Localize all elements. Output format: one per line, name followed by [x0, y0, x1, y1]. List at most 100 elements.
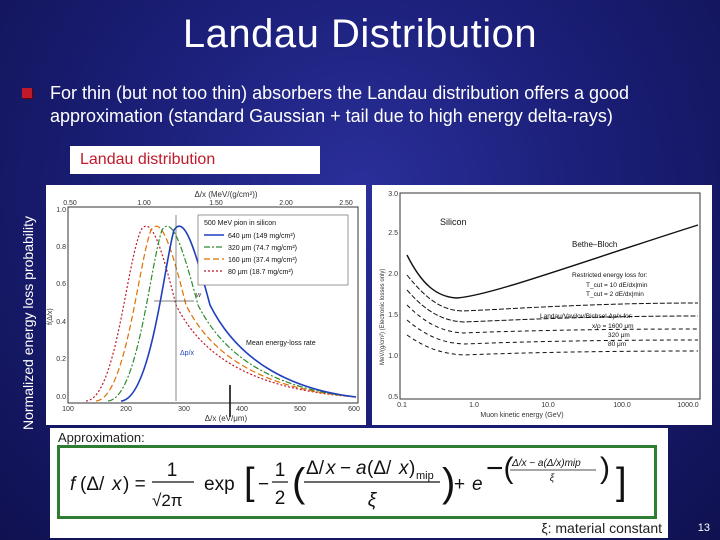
restricted-2: T_cut = 2 dE/dx|min: [586, 291, 644, 298]
y-axis-label: MeV/(g/cm²) (Electronic losses only): [380, 269, 386, 365]
x-tick: 1.0: [469, 402, 479, 409]
svg-text:x: x: [111, 474, 123, 495]
material-label: Silicon: [440, 217, 467, 227]
y-tick: 0.0: [56, 394, 66, 401]
bottom-tick: 500: [294, 406, 306, 413]
svg-text:f: f: [70, 474, 77, 495]
y-tick: 0.6: [56, 281, 66, 288]
landau-80-curve: [406, 334, 699, 356]
restricted-10-curve: [406, 274, 699, 312]
landau-title: Landau/Vavilov/Bichsel Δp/x for:: [540, 313, 633, 320]
svg-text:(Δ/: (Δ/: [80, 474, 105, 495]
top-tick: 2.00: [279, 200, 293, 207]
svg-text:): ): [600, 452, 610, 485]
landau-1: x/ρ = 1600 μm: [592, 323, 634, 330]
svg-text:(: (: [292, 461, 306, 505]
bottom-axis-label: Δ/x (eV/μm): [205, 414, 248, 423]
legend-entry: 320 μm (74.7 mg/cm²): [228, 245, 297, 252]
svg-text:): ): [442, 461, 455, 505]
x-tick: 0.1: [397, 402, 407, 409]
svg-text:Δ/: Δ/: [306, 458, 325, 479]
slide-title: Landau Distribution: [182, 12, 538, 56]
y-tick: 0.8: [56, 244, 66, 251]
bethe-bloch-label: Bethe–Bloch: [572, 240, 617, 249]
curve-640um: [120, 225, 357, 402]
svg-text:1: 1: [167, 460, 178, 481]
top-tick: 1.50: [209, 200, 223, 207]
bottom-tick: 400: [236, 406, 248, 413]
legend-entry: 640 μm (149 mg/cm²): [228, 233, 295, 240]
svg-text:1: 1: [275, 460, 286, 481]
svg-text:ξ: ξ: [550, 473, 555, 484]
svg-text:−: −: [258, 474, 269, 495]
landau-3: 80 μm: [608, 341, 626, 348]
landau-formula: f (Δ/ x ) = 1 √2π exp [ − 1 2 ( Δ/ x − a…: [57, 445, 657, 519]
svg-text:e: e: [472, 474, 483, 495]
x-tick: 100.0: [613, 402, 631, 409]
bottom-tick: 200: [120, 406, 132, 413]
y-axis-caption: Normalized energy loss probability: [20, 216, 36, 430]
svg-text:): ): [409, 458, 415, 479]
bottom-tick: 600: [348, 406, 360, 413]
svg-text:exp: exp: [204, 474, 235, 495]
y-tick: 1.0: [388, 353, 398, 360]
svg-text:x: x: [398, 458, 410, 479]
bullet-text: For thin (but not too thin) absorbers th…: [50, 83, 630, 126]
landau-1600-curve: [406, 304, 699, 334]
svg-text:−: −: [340, 458, 351, 479]
top-tick: 1.00: [137, 200, 151, 207]
annotation-mean: Mean energy-loss rate: [246, 340, 316, 347]
top-tick: 2.50: [339, 200, 353, 207]
y-tick: 0.2: [56, 356, 66, 363]
top-tick: 0.50: [63, 200, 77, 207]
y-tick: 2.0: [388, 271, 398, 278]
bottom-tick: 300: [178, 406, 190, 413]
x-tick: 1000.0: [677, 402, 699, 409]
y-tick: 1.0: [56, 207, 66, 214]
svg-text:Δ/x − a(Δ/x)mip: Δ/x − a(Δ/x)mip: [511, 458, 581, 469]
annotation-w: w: [196, 292, 202, 299]
page-number: 13: [697, 522, 710, 534]
svg-text:[: [: [244, 461, 255, 503]
y-axis-label: f(Δ/x): [47, 308, 54, 325]
annotation-dp: Δp/x: [180, 350, 195, 357]
legend-entry: 160 μm (37.4 mg/cm²): [228, 257, 297, 264]
y-tick: 0.5: [388, 394, 398, 401]
landau-distribution-plot: Δ/x (MeV/(g/cm²)) 0.50 1.00 1.50 2.00 2.…: [46, 185, 366, 425]
curve-80um: [85, 225, 357, 402]
section-tag: Landau distribution: [70, 146, 320, 174]
restricted-1: T_cut = 10 dE/dx|min: [586, 282, 648, 289]
curve-160um: [95, 225, 357, 402]
restricted-2-curve: [406, 289, 699, 323]
xi-note: ξ: material constant: [541, 520, 662, 536]
energy-loss-plot: 0.5 1.0 1.5 2.0 2.5 3.0 MeV/(g/cm²) (Ele…: [372, 185, 712, 425]
svg-text:(Δ/: (Δ/: [367, 458, 392, 479]
top-axis-label: Δ/x (MeV/(g/cm²)): [194, 190, 257, 199]
x-axis-label: Muon kinetic energy (GeV): [480, 412, 563, 419]
legend-title: 500 MeV pion in silicon: [204, 220, 276, 227]
landau-320-curve: [406, 319, 699, 345]
svg-text:mip: mip: [416, 470, 434, 482]
x-tick: 10.0: [541, 402, 555, 409]
svg-text:2: 2: [275, 488, 286, 509]
restricted-title: Restricted energy loss for:: [572, 272, 648, 279]
svg-text:]: ]: [616, 461, 627, 503]
svg-text:) =: ) =: [123, 474, 146, 495]
approximation-panel: Approximation: f (Δ/ x ) = 1 √2π exp [ −…: [50, 428, 668, 538]
svg-text:ξ: ξ: [368, 490, 378, 511]
svg-text:−(: −(: [486, 452, 514, 485]
svg-text:+: +: [454, 474, 465, 495]
y-tick: 2.5: [388, 230, 398, 237]
landau-2: 320 μm: [608, 332, 630, 339]
bullet-marker: [22, 88, 32, 98]
svg-text:√2π: √2π: [152, 491, 183, 510]
top-ticks: 0.50 1.00 1.50 2.00 2.50: [63, 200, 353, 207]
y-tick: 0.4: [56, 319, 66, 326]
curve-320um: [107, 225, 357, 402]
y-tick: 1.5: [388, 312, 398, 319]
svg-text:a: a: [356, 458, 367, 479]
legend-entry: 80 μm (18.7 mg/cm²): [228, 269, 293, 276]
bottom-tick: 100: [62, 406, 74, 413]
y-tick: 3.0: [388, 191, 398, 198]
svg-text:x: x: [325, 458, 337, 479]
